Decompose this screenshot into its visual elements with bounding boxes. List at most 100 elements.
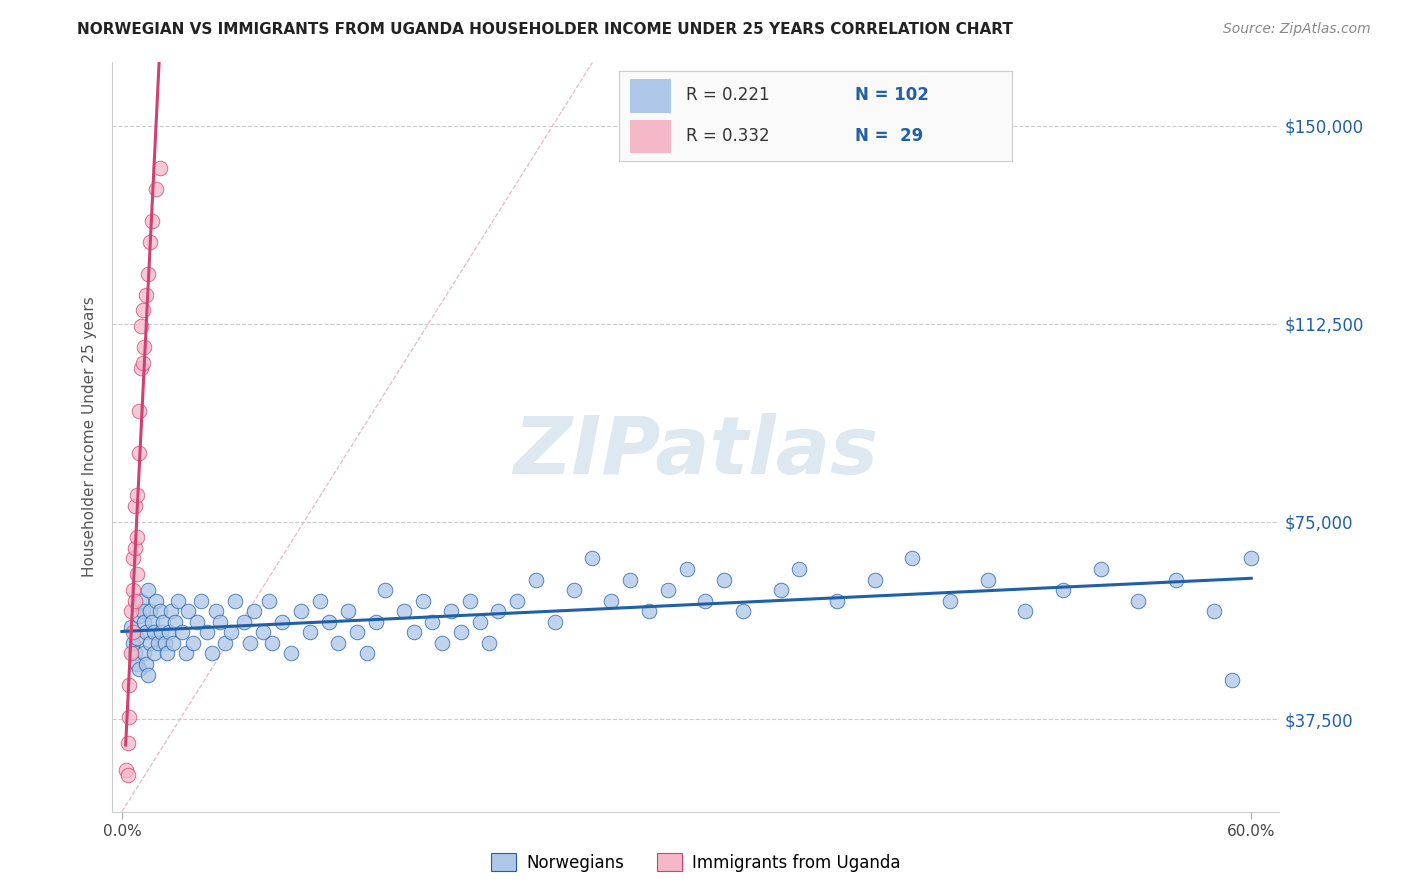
- Point: [257, 593, 280, 607]
- Point: [150, 625, 173, 640]
- Point: [128, 662, 150, 676]
- Point: [1128, 593, 1150, 607]
- Point: [208, 615, 231, 629]
- Bar: [630, 120, 669, 152]
- Point: [125, 488, 148, 502]
- Point: [120, 647, 142, 661]
- Point: [581, 551, 603, 566]
- Point: [114, 763, 136, 777]
- Point: [136, 667, 159, 681]
- Point: [657, 583, 679, 598]
- Point: [124, 647, 146, 661]
- Point: [190, 593, 212, 607]
- Point: [242, 604, 264, 618]
- Point: [825, 593, 848, 607]
- Point: [430, 636, 453, 650]
- Point: [1090, 562, 1112, 576]
- Point: [122, 636, 145, 650]
- Point: [262, 636, 284, 650]
- Legend: Norwegians, Immigrants from Uganda: Norwegians, Immigrants from Uganda: [485, 847, 907, 879]
- Point: [468, 615, 491, 629]
- Point: [129, 593, 152, 607]
- Point: [124, 541, 146, 555]
- Point: [394, 604, 416, 618]
- Point: [1164, 573, 1187, 587]
- Point: [336, 604, 359, 618]
- Point: [117, 736, 139, 750]
- Point: [141, 615, 163, 629]
- Point: [122, 625, 145, 640]
- Point: [544, 615, 567, 629]
- Point: [131, 356, 153, 370]
- Point: [135, 657, 157, 671]
- Point: [152, 615, 174, 629]
- Point: [270, 615, 292, 629]
- Point: [135, 287, 157, 301]
- Point: [186, 615, 208, 629]
- Point: [160, 604, 183, 618]
- Point: [506, 593, 529, 607]
- Point: [219, 625, 242, 640]
- Point: [318, 615, 340, 629]
- Point: [901, 551, 924, 566]
- Point: [134, 647, 156, 661]
- Point: [619, 573, 641, 587]
- Point: [153, 636, 176, 650]
- Text: NORWEGIAN VS IMMIGRANTS FROM UGANDA HOUSEHOLDER INCOME UNDER 25 YEARS CORRELATIO: NORWEGIAN VS IMMIGRANTS FROM UGANDA HOUS…: [77, 22, 1014, 37]
- Point: [731, 604, 754, 618]
- Point: [290, 604, 312, 618]
- Point: [1052, 583, 1074, 598]
- Point: [136, 267, 159, 281]
- Point: [131, 303, 153, 318]
- Point: [346, 625, 368, 640]
- Point: [205, 604, 228, 618]
- Point: [134, 615, 156, 629]
- Point: [157, 625, 180, 640]
- Point: [1240, 551, 1263, 566]
- Text: Source: ZipAtlas.com: Source: ZipAtlas.com: [1223, 22, 1371, 37]
- Y-axis label: Householder Income Under 25 years: Householder Income Under 25 years: [82, 297, 97, 577]
- Text: R = 0.332: R = 0.332: [686, 127, 769, 145]
- Point: [450, 625, 472, 640]
- Point: [233, 615, 256, 629]
- Point: [174, 647, 197, 661]
- Point: [402, 625, 425, 640]
- Point: [769, 583, 792, 598]
- Point: [328, 636, 350, 650]
- Point: [638, 604, 661, 618]
- Point: [120, 620, 142, 634]
- Text: R = 0.221: R = 0.221: [686, 87, 769, 104]
- Point: [122, 583, 145, 598]
- Point: [163, 615, 186, 629]
- Point: [125, 631, 148, 645]
- Point: [478, 636, 501, 650]
- Point: [224, 593, 246, 607]
- Point: [129, 361, 152, 376]
- Point: [440, 604, 463, 618]
- Point: [172, 625, 194, 640]
- Point: [1202, 604, 1225, 618]
- Point: [562, 583, 585, 598]
- Point: [214, 636, 236, 650]
- Point: [142, 647, 165, 661]
- Point: [124, 593, 146, 607]
- Point: [201, 647, 224, 661]
- Point: [139, 636, 162, 650]
- Point: [125, 567, 148, 582]
- Point: [120, 604, 142, 618]
- Point: [128, 403, 150, 417]
- Point: [524, 573, 547, 587]
- Point: [148, 604, 170, 618]
- Point: [167, 593, 190, 607]
- Point: [195, 625, 218, 640]
- Point: [183, 636, 205, 650]
- Point: [486, 604, 509, 618]
- Point: [142, 625, 165, 640]
- Point: [124, 499, 146, 513]
- Text: ZIPatlas: ZIPatlas: [513, 413, 879, 491]
- Point: [1014, 604, 1036, 618]
- Point: [252, 625, 274, 640]
- Point: [146, 636, 169, 650]
- Point: [239, 636, 262, 650]
- Point: [139, 604, 162, 618]
